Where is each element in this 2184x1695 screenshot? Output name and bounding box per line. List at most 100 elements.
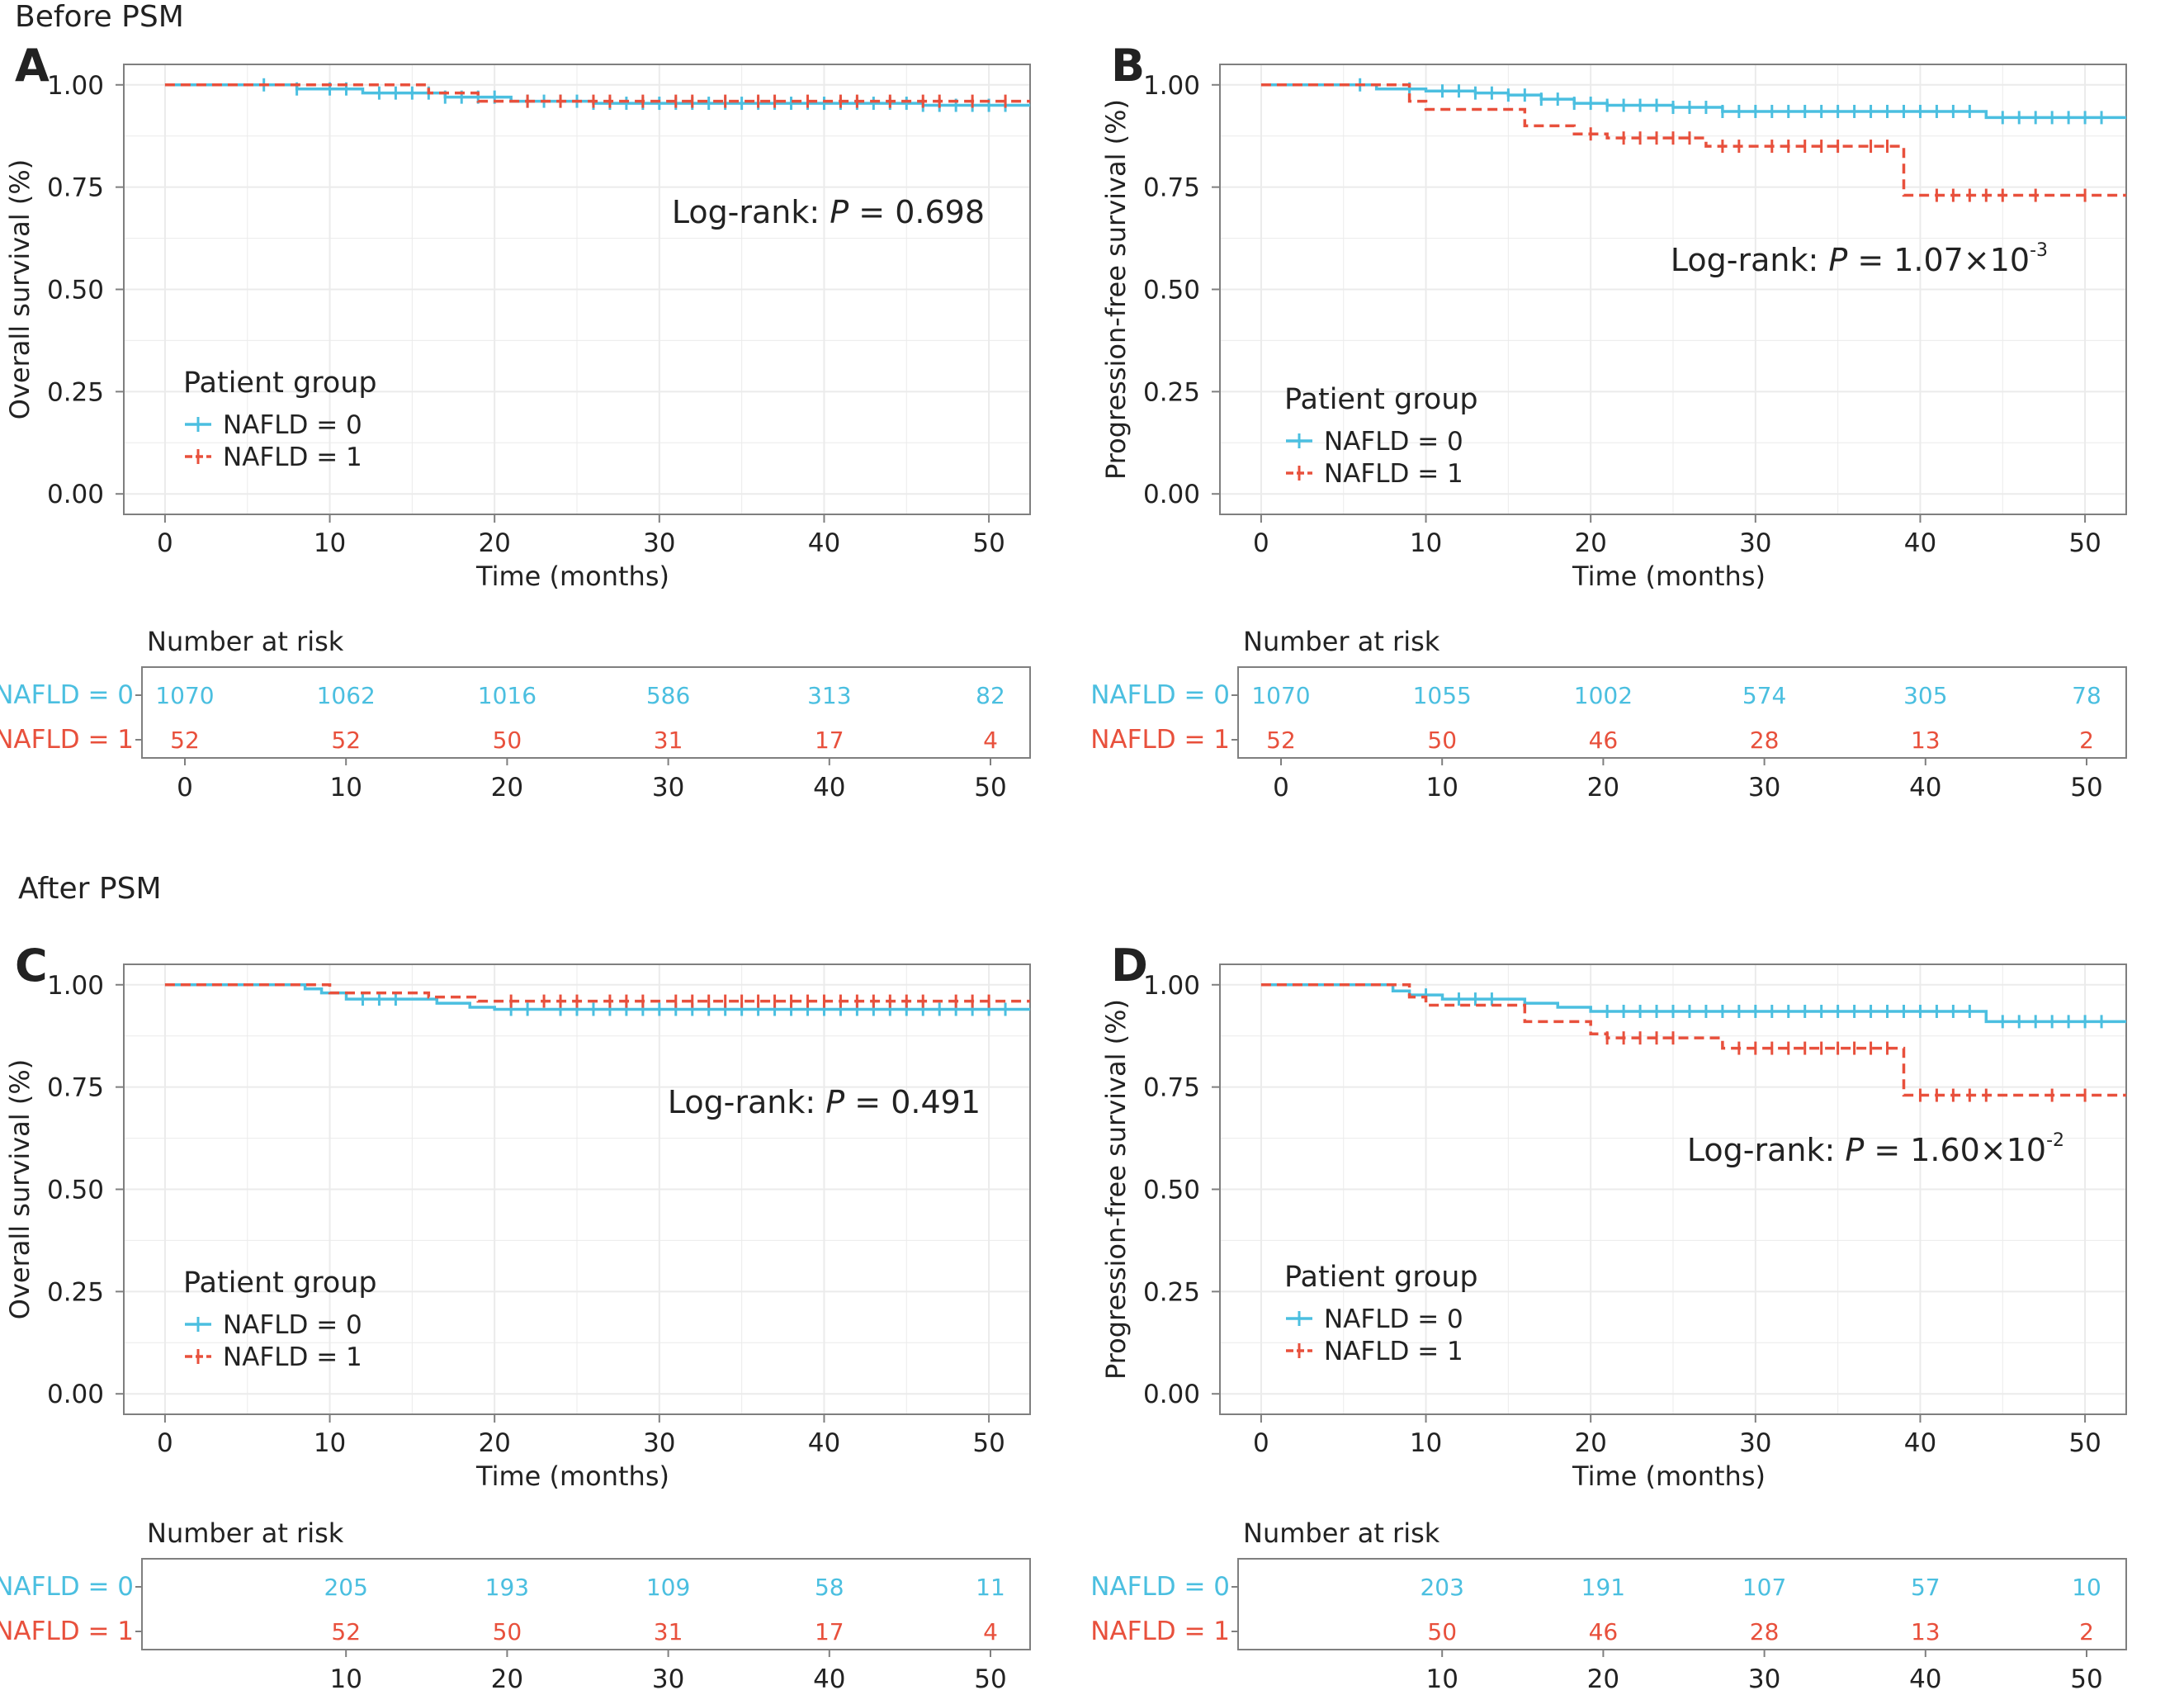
risk-count: 17 [815,727,844,754]
series-nafld-1 [164,83,1030,108]
legend-item-nafld-1: NAFLD = 1 [185,1342,362,1372]
risk-row-label: NAFLD = 1 [1090,1617,1230,1646]
x-tick-label: 20 [478,528,510,558]
risk-count: 17 [815,1618,844,1645]
x-tick-label: 50 [972,1428,1005,1458]
x-axis-title: Time (months) [475,1461,669,1492]
legend-label: NAFLD = 1 [223,1342,362,1372]
risk-x-tick-label: 10 [329,1664,362,1694]
annotation-p: P [825,1084,844,1120]
risk-x-tick-label: 0 [177,773,193,803]
series-nafld-0 [164,78,1030,112]
panel-d: D 0.00 0.25 0.50 0.75 1.00 0 10 20 30 40 50 Time (mo… [1090,940,2127,1694]
risk-x-tick-label: 30 [1748,1664,1780,1694]
risk-x-tick-label: 20 [1587,1664,1619,1694]
x-tick-label: 30 [1739,1428,1771,1458]
risk-count: 4 [983,727,998,754]
risk-count: 28 [1750,727,1780,754]
x-tick-label: 10 [314,1428,346,1458]
x-tick-label: 40 [1904,528,1936,558]
legend-label: NAFLD = 0 [223,410,362,440]
risk-x-tick-label: 20 [1587,773,1619,803]
legend-item-nafld-0: NAFLD = 0 [1286,427,1463,457]
x-tick-label: 30 [643,1428,675,1458]
x-tick-label: 0 [1253,1428,1269,1458]
risk-count: 31 [654,727,683,754]
series-nafld-1 [1260,983,2126,1102]
risk-x-tick-label: 10 [1425,1664,1458,1694]
risk-count: 11 [976,1574,1005,1601]
risk-x-tick-label: 50 [2070,773,2102,803]
x-tick-label: 10 [1410,528,1442,558]
risk-count: 109 [646,1574,690,1601]
risk-count: 203 [1420,1574,1463,1601]
risk-table: Number at risk NAFLD = 0 1070 1062 1016 586 31… [0,626,1031,803]
survival-curve [1260,983,2126,1024]
series-nafld-0 [164,983,1030,1016]
legend-title: Patient group [183,367,377,400]
annotation-p: P [1828,242,1847,278]
x-tick-label: 0 [157,528,173,558]
risk-count: 31 [654,1618,683,1645]
risk-x-tick-label: 40 [1909,773,1941,803]
legend-label: NAFLD = 1 [1324,1337,1463,1366]
risk-row-label: NAFLD = 0 [0,1572,134,1602]
x-tick-label: 40 [808,1428,840,1458]
risk-count: 50 [493,727,522,754]
y-tick-label: 1.00 [47,71,104,101]
risk-count: 305 [1903,682,1947,709]
gridlines [1220,964,2126,1414]
panel-label: B [1111,40,1145,92]
legend-label: NAFLD = 1 [223,443,362,472]
risk-table-border [141,1558,1031,1650]
x-tick-label: 50 [2068,528,2101,558]
annotation-exponent: -2 [2046,1130,2064,1151]
risk-row-label: NAFLD = 0 [1090,1572,1230,1602]
risk-count: 52 [331,727,361,754]
risk-count: 2 [2079,727,2094,754]
legend-title: Patient group [1284,1261,1478,1294]
legend: Patient group NAFLD = 0 NAFLD = 1 [1284,1261,1478,1366]
risk-x-tick-label: 10 [1425,773,1458,803]
x-tick-label: 40 [1904,1428,1936,1458]
y-tick-label: 1.00 [47,971,104,1001]
risk-count: 50 [1427,727,1457,754]
legend-item-nafld-1: NAFLD = 1 [1286,1337,1463,1366]
y-axis-title: Overall survival (%) [4,159,35,419]
log-rank-annotation: Log-rank: P = 1.60×10-2 [1687,1130,2064,1168]
annotation-exponent: -3 [2030,240,2048,261]
risk-x-tick-label: 30 [1748,773,1780,803]
x-tick-label: 50 [2068,1428,2101,1458]
risk-x-tick-label: 30 [652,1664,684,1694]
gridlines [124,64,1030,514]
legend-title: Patient group [1284,383,1478,416]
risk-count: 50 [493,1618,522,1645]
risk-x-tick-label: 10 [329,773,362,803]
panel-label: D [1111,940,1148,992]
y-tick-label: 0.25 [1143,377,1200,407]
y-tick-label: 0.00 [47,1380,104,1409]
x-tick-label: 40 [808,528,840,558]
risk-count: 10 [2072,1574,2101,1601]
risk-x-tick-label: 30 [652,773,684,803]
annotation-value: 0.491 [891,1084,981,1120]
log-rank-annotation: Log-rank: P = 0.491 [668,1084,981,1120]
risk-count: 46 [1589,1618,1619,1645]
risk-count: 52 [170,727,200,754]
risk-x-tick-label: 50 [2070,1664,2102,1694]
risk-count: 57 [1911,1574,1941,1601]
risk-table-title: Number at risk [147,626,344,657]
series-nafld-0 [1260,983,2126,1029]
legend-title: Patient group [183,1267,377,1300]
annotation-equals: = [1864,1132,1910,1168]
survival-curve [1260,83,2126,197]
risk-count: 13 [1911,1618,1941,1645]
risk-count: 82 [976,682,1005,709]
survival-curve [164,83,1030,103]
y-tick-label: 0.50 [1143,1176,1200,1205]
legend-label: NAFLD = 0 [223,1310,362,1340]
y-tick-label: 0.75 [47,1073,104,1103]
